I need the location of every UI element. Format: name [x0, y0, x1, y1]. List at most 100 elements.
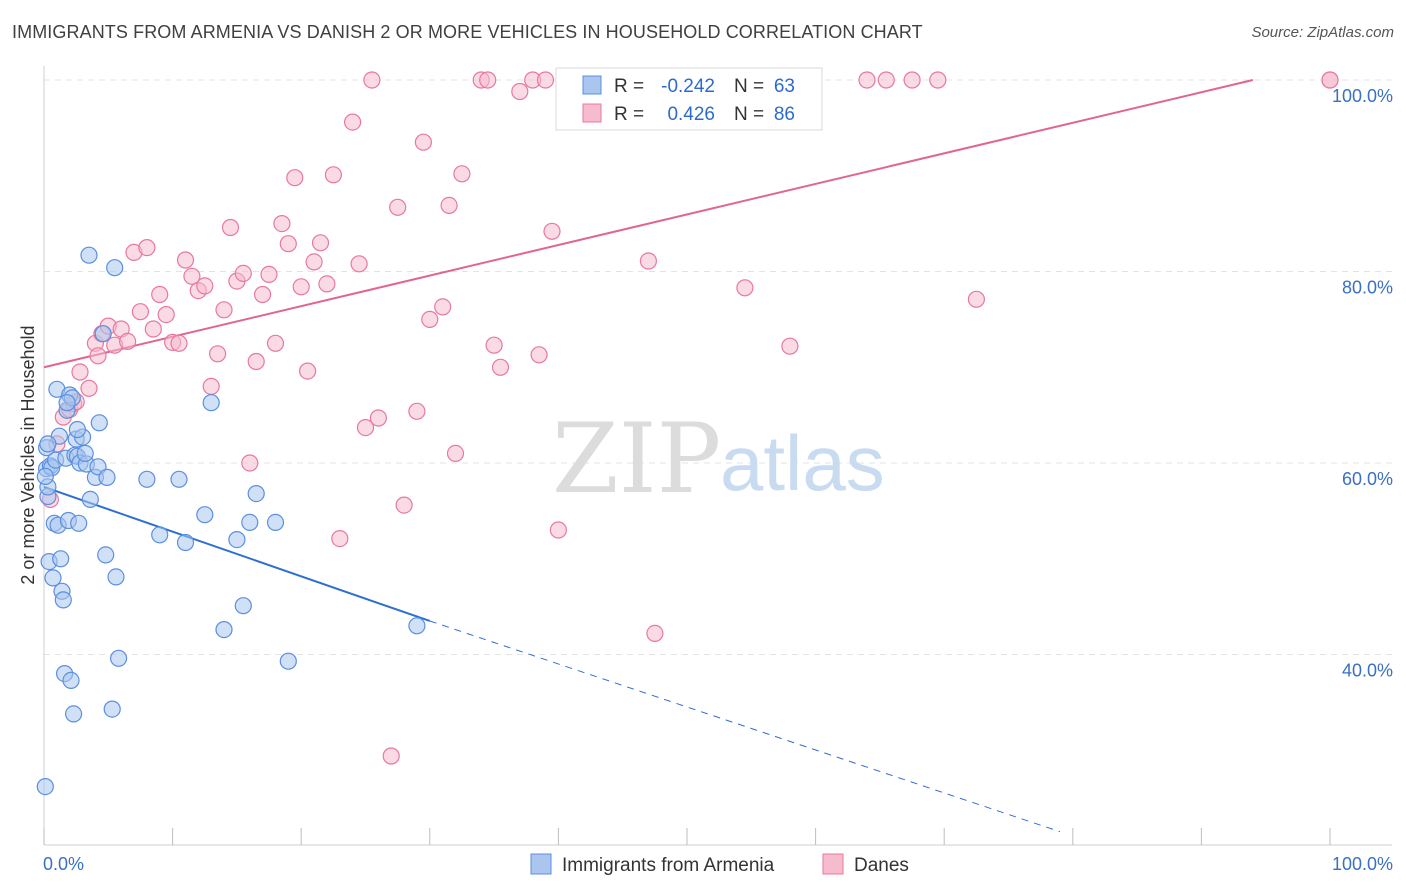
- danes-point-27: [202, 377, 220, 395]
- armenia-point-39: [107, 568, 125, 586]
- danes-point-26: [196, 277, 214, 295]
- legend-r-label-2: R =: [614, 104, 644, 125]
- legend-n-label-2: N =: [734, 104, 764, 125]
- armenia-point-45: [196, 506, 214, 524]
- series-swatch-armenia: [530, 853, 552, 875]
- danes-point-22: [170, 334, 188, 352]
- danes-point-35: [254, 285, 272, 304]
- danes-point-80: [877, 71, 895, 89]
- y-tick-label-0: 40.0%: [1342, 661, 1393, 681]
- danes-point-17: [138, 239, 156, 257]
- armenia-point-44: [176, 533, 195, 552]
- danes-point-24: [183, 267, 201, 285]
- armenia-point-60: [68, 420, 87, 439]
- danes-point-52: [369, 409, 387, 427]
- danes-point-28: [209, 345, 227, 363]
- armenia-point-43: [170, 470, 188, 488]
- danes-point-55: [395, 496, 413, 514]
- armenia-point-30: [81, 490, 99, 508]
- danes-point-19: [151, 285, 169, 304]
- danes-point-51: [363, 71, 381, 89]
- armenia-point-51: [247, 485, 265, 503]
- danes-point-7: [80, 379, 98, 397]
- armenia-point-54: [408, 617, 426, 635]
- y-axis-title: 2 or more Vehicles in Household: [18, 325, 38, 584]
- danes-point-41: [292, 278, 310, 296]
- armenia-point-47: [215, 620, 233, 639]
- y-tick-label-2: 80.0%: [1342, 278, 1393, 298]
- source-credit: Source: ZipAtlas.com: [1251, 24, 1394, 41]
- danes-point-47: [331, 529, 349, 548]
- armenia-point-46: [202, 394, 220, 412]
- danes-point-54: [389, 198, 407, 216]
- danes-point-71: [543, 222, 561, 240]
- danes-point-14: [118, 332, 137, 350]
- trend-line-danes: [43, 79, 1254, 369]
- danes-point-40: [286, 169, 304, 187]
- armenia-point-25: [70, 514, 88, 532]
- danes-point-74: [646, 624, 664, 643]
- watermark: ZIP atlas: [552, 403, 885, 515]
- danes-point-58: [421, 310, 439, 328]
- danes-point-50: [356, 419, 375, 437]
- danes-point-61: [446, 444, 465, 462]
- legend-n-value-1: 63: [774, 76, 795, 97]
- danes-point-85: [1321, 71, 1339, 89]
- series-armenia: [36, 246, 426, 796]
- danes-point-65: [485, 336, 503, 354]
- danes-point-29: [215, 301, 233, 319]
- danes-point-73: [639, 252, 658, 270]
- danes-point-70: [536, 71, 555, 89]
- armenia-point-49: [234, 597, 252, 615]
- danes-point-23: [176, 251, 195, 269]
- danes-point-39: [279, 235, 297, 253]
- danes-point-9: [89, 347, 107, 365]
- danes-point-77: [736, 279, 754, 297]
- danes-point-79: [858, 71, 876, 89]
- x-tick-label-1: 100.0%: [1332, 854, 1393, 874]
- legend-r-label-1: R =: [614, 76, 644, 97]
- danes-point-38: [273, 215, 291, 233]
- watermark-zip: ZIP: [552, 403, 721, 515]
- danes-point-78: [781, 337, 799, 355]
- danes-point-42: [299, 362, 317, 380]
- danes-point-62: [453, 165, 471, 183]
- danes-point-6: [71, 363, 89, 381]
- chart-title: IMMIGRANTS FROM ARMENIA VS DANISH 2 OR M…: [12, 22, 923, 42]
- watermark-atlas: atlas: [720, 419, 885, 507]
- danes-point-46: [324, 166, 342, 184]
- armenia-point-11: [52, 550, 70, 568]
- danes-point-37: [266, 334, 285, 352]
- armenia-point-56: [39, 435, 57, 453]
- armenia-point-19: [62, 671, 80, 690]
- y-tick-label-1: 60.0%: [1342, 469, 1393, 489]
- trend-line-armenia: [43, 485, 431, 622]
- danes-point-45: [318, 275, 336, 293]
- armenia-point-5: [44, 569, 62, 587]
- danes-point-43: [305, 253, 323, 271]
- armenia-point-61: [76, 444, 94, 462]
- armenia-point-50: [241, 513, 259, 532]
- armenia-point-58: [36, 467, 54, 485]
- armenia-point-34: [94, 325, 112, 343]
- legend-swatch-pink: [582, 103, 602, 123]
- armenia-point-13: [54, 591, 72, 609]
- armenia-point-21: [64, 705, 83, 723]
- series-label-danes: Danes: [854, 855, 909, 876]
- legend-n-label-1: N =: [734, 76, 764, 97]
- armenia-point-36: [98, 468, 116, 486]
- danes-point-81: [903, 71, 921, 89]
- grid-lines: [44, 79, 1392, 655]
- danes-point-32: [234, 264, 252, 282]
- armenia-point-42: [151, 526, 169, 544]
- danes-point-83: [967, 290, 986, 308]
- armenia-point-59: [36, 777, 54, 796]
- legend-n-value-2: 86: [774, 104, 795, 125]
- series-swatch-danes: [822, 853, 844, 875]
- danes-point-60: [440, 196, 458, 214]
- series-label-armenia: Immigrants from Armenia: [562, 855, 775, 876]
- danes-point-56: [408, 402, 426, 420]
- armenia-point-37: [103, 700, 121, 718]
- danes-point-16: [131, 303, 149, 321]
- series-legend: Immigrants from Armenia Danes: [530, 853, 909, 876]
